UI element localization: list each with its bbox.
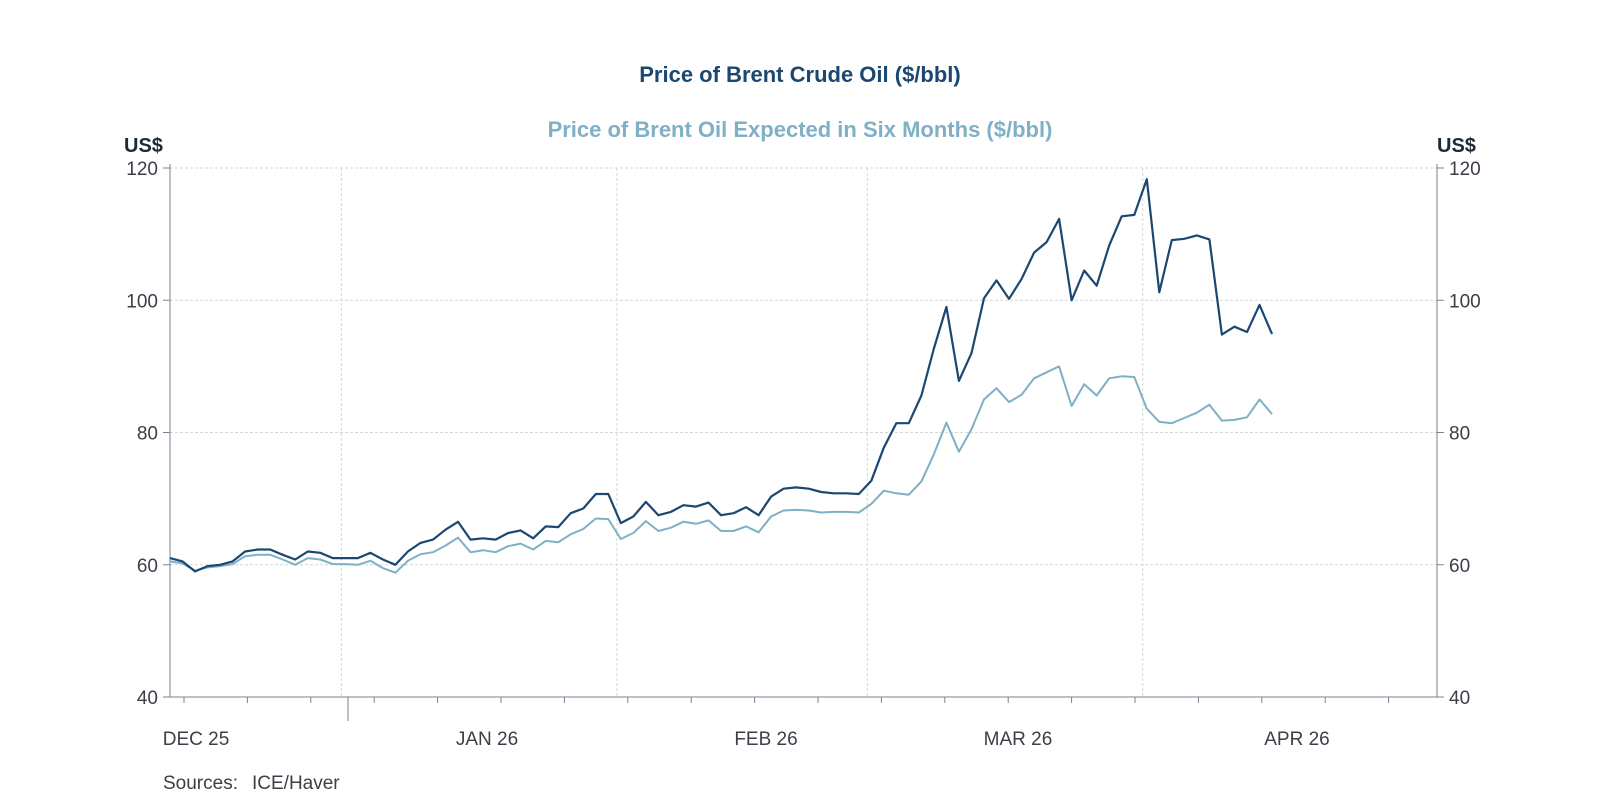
y-tick-label-right: 100 [1449,291,1481,312]
x-tick-label: JAN 26 [456,729,518,750]
series-lines [169,178,1274,574]
y-tick-label-right: 80 [1449,424,1470,445]
source-label: Sources: [163,773,238,794]
source-text: ICE/Haver [252,773,340,794]
y-tick-label-right: 120 [1449,159,1481,180]
x-tick-label: APR 26 [1264,729,1329,750]
left-axis-unit-label: US$ [124,135,163,157]
y-tick-label-left: 40 [137,688,158,709]
chart-subtitle: Price of Brent Oil Expected in Six Month… [548,117,1053,142]
gridlines [170,167,1437,697]
y-tick-label-left: 100 [126,291,158,312]
x-tick-label: FEB 26 [734,729,797,750]
chart-title: Price of Brent Crude Oil ($/bbl) [639,62,960,87]
right-axis-unit-label: US$ [1437,135,1476,157]
series-line-spot [169,178,1274,573]
tick-labels: 40 40 60 60 80 80 100 100 120 120 DEC 25 JAN 26 FEB … [126,159,1480,750]
y-tick-label-left: 120 [126,159,158,180]
y-tick-label-right: 60 [1449,556,1470,577]
y-tick-label-left: 80 [137,424,158,445]
y-tick-label-right: 40 [1449,688,1470,709]
y-tick-label-left: 60 [137,556,158,577]
x-tick-label: DEC 25 [163,729,230,750]
x-tick-label: MAR 26 [984,729,1053,750]
series-line-expected [169,365,1273,574]
axes [163,164,1444,721]
